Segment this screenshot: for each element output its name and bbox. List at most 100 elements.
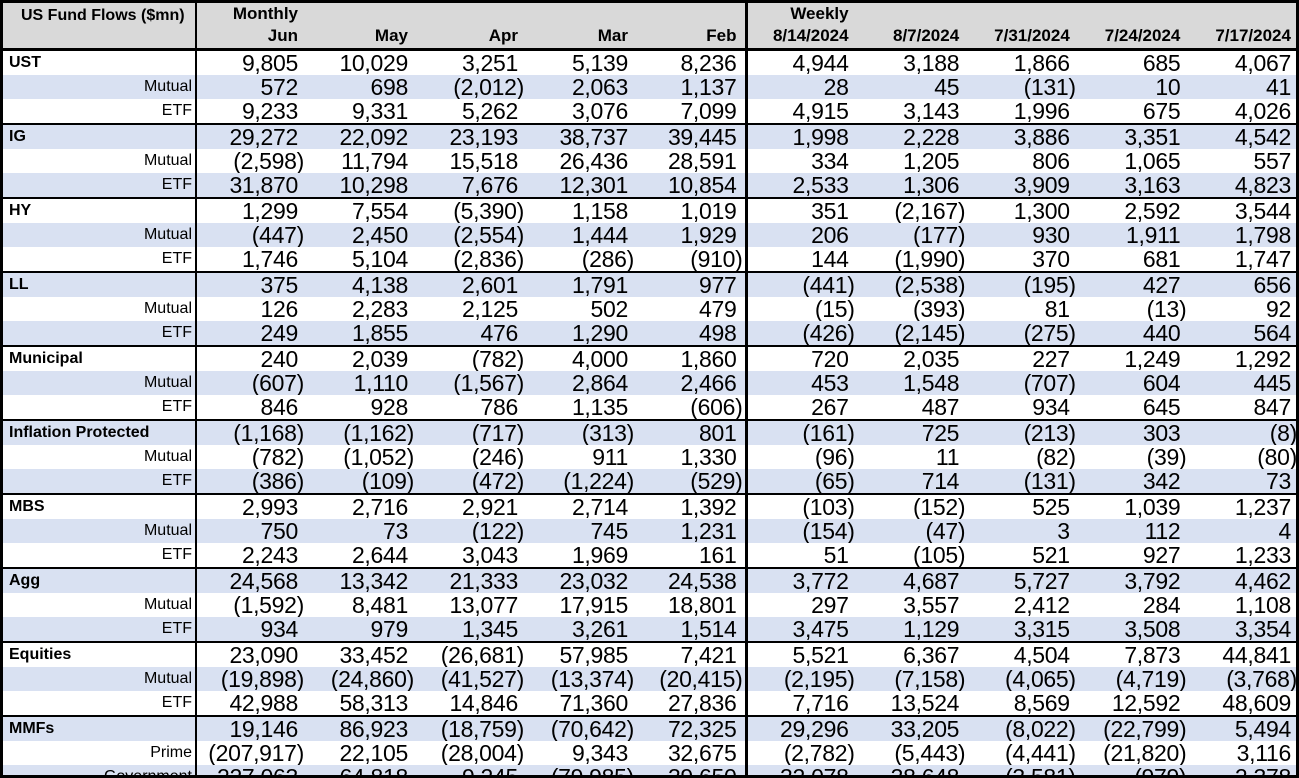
monthly-value-cell: (717): [416, 418, 526, 445]
weekly-value-cell: 227: [967, 344, 1078, 371]
monthly-column-header: Apr: [416, 25, 526, 49]
monthly-value-cell: 2,450: [306, 222, 416, 247]
monthly-value-cell: 12,301: [526, 172, 636, 198]
row-label: ETF: [3, 394, 197, 420]
weekly-value-cell: (177): [856, 222, 968, 247]
category-label: UST: [3, 48, 197, 75]
monthly-value-cell: 9,245: [416, 764, 526, 775]
weekly-value-cell: (161): [744, 418, 857, 445]
weekly-value-cell: 351: [744, 196, 857, 223]
weekly-value-cell: 73: [1188, 468, 1296, 494]
monthly-value-cell: 22,092: [306, 122, 416, 149]
monthly-value-cell: 8,481: [351, 592, 408, 617]
weekly-column-header: 8/7/2024: [856, 25, 968, 49]
monthly-value-cell: 17,915: [559, 592, 628, 617]
sub-row: ETF 934 979 1,345 3,261 1,514 3,475 1,129 3,315 3…: [3, 616, 1296, 642]
monthly-value-cell: 86,923: [306, 714, 416, 741]
weekly-column-header: 7/17/2024: [1188, 25, 1296, 49]
weekly-value-cell: 1,233: [1234, 542, 1291, 568]
monthly-value-cell: 786: [480, 394, 519, 420]
monthly-value-cell: 1,929: [636, 222, 746, 247]
monthly-value-cell: (2,554): [416, 222, 526, 247]
weekly-value-cell: (707): [967, 370, 1078, 395]
weekly-value-cell: 1,205: [903, 148, 960, 173]
category-label: Municipal: [3, 344, 197, 371]
weekly-value-cell: (2,195): [744, 666, 857, 691]
monthly-value-cell: (606): [690, 394, 743, 420]
row-label: Mutual: [3, 148, 197, 173]
weekly-value-cell: 5,494: [1188, 714, 1296, 741]
monthly-value-cell: (782): [416, 344, 526, 371]
monthly-value-cell: 1,158: [526, 196, 636, 223]
weekly-value-cell: (3,581): [967, 764, 1078, 775]
weekly-value-cell: 725: [856, 418, 968, 445]
weekly-value-cell: 3,354: [1188, 616, 1296, 642]
monthly-value-cell: 3,076: [571, 98, 628, 124]
monthly-value-cell: (28,004): [440, 740, 525, 765]
monthly-value-cell: 2,716: [306, 492, 416, 519]
row-label: Mutual: [3, 592, 197, 617]
row-label: Mutual: [3, 518, 197, 543]
monthly-value-cell: 23,193: [416, 122, 526, 149]
sub-row: ETF 249 1,855 476 1,290 498 (426) (2,145) (275) 4…: [3, 320, 1296, 346]
monthly-value-cell: 5,262: [461, 98, 518, 124]
weekly-value-cell: (21,820): [1103, 740, 1187, 765]
monthly-value-cell: 1,969: [571, 542, 628, 568]
row-label: ETF: [3, 468, 197, 494]
monthly-value-cell: 1,019: [636, 196, 746, 223]
monthly-value-cell: (2,012): [416, 74, 526, 99]
monthly-value-cell: (2,598): [195, 148, 306, 173]
monthly-value-cell: 9,805: [195, 48, 306, 75]
weekly-value-cell: 1,866: [967, 48, 1078, 75]
monthly-value-cell: (529): [636, 468, 746, 494]
weekly-value-cell: 1,129: [856, 616, 968, 642]
monthly-value-cell: 3,251: [416, 48, 526, 75]
monthly-value-cell: 979: [306, 616, 416, 642]
sub-row: ETF 2,243 2,644 3,043 1,969 161 51 (105) 521 927 1…: [3, 542, 1296, 568]
category-row: Agg 24,568 13,342 21,333 23,032 24,538 3,772 4,…: [3, 566, 1296, 593]
sub-row: ETF 9,233 9,331 5,262 3,076 7,099 4,915 3,143 1,…: [3, 98, 1296, 124]
monthly-value-cell: 72,325: [636, 714, 746, 741]
data-table: US Fund Flows ($mn) Monthly Weekly Jun Ma…: [3, 3, 1296, 775]
monthly-value-cell: 23,032: [526, 566, 636, 593]
weekly-value-cell: 4,026: [1234, 98, 1291, 124]
monthly-value-cell: 502: [590, 296, 629, 321]
category-row: MMFs 19,146 86,923 (18,759) (70,642) 72,325 29…: [3, 714, 1296, 741]
weekly-value-cell: 2,378: [1188, 764, 1296, 775]
weekly-value-cell: (195): [967, 270, 1078, 297]
monthly-value-cell: (70,642): [526, 714, 636, 741]
weekly-value-cell: 1,249: [1077, 344, 1189, 371]
category-row: LL 375 4,138 2,601 1,791 977 (441) (2,538) (195)…: [3, 270, 1296, 297]
weekly-value-cell: 2,592: [1077, 196, 1189, 223]
monthly-value-cell: 32,675: [667, 740, 737, 765]
weekly-value-cell: 1,548: [856, 370, 968, 395]
monthly-value-cell: 4,000: [526, 344, 636, 371]
monthly-value-cell: 31,870: [195, 172, 306, 198]
monthly-value-cell: 2,644: [351, 542, 408, 568]
weekly-value-cell: 3,772: [744, 566, 857, 593]
monthly-value-cell: (286): [581, 246, 635, 272]
monthly-value-cell: 7,099: [680, 98, 737, 124]
header-spacer: [306, 3, 746, 25]
weekly-value-cell: 3,143: [903, 98, 960, 124]
weekly-value-cell: (65): [744, 468, 857, 494]
row-label: Mutual: [3, 74, 197, 99]
row-label: ETF: [3, 542, 197, 568]
weekly-value-cell: 342: [1077, 468, 1189, 494]
monthly-value-cell: 10,298: [306, 172, 416, 198]
weekly-value-cell: 92: [1265, 296, 1291, 321]
category-row: Equities 23,090 33,452 (26,681) 57,985 7,421 5…: [3, 640, 1296, 667]
monthly-value-cell: (109): [306, 468, 416, 494]
monthly-value-cell: 2,714: [526, 492, 636, 519]
category-label: HY: [3, 196, 197, 223]
sub-row: Mutual 572 698 (2,012) 2,063 1,137 28 45 (131) 10…: [3, 74, 1296, 99]
monthly-value-cell: 38,737: [526, 122, 636, 149]
monthly-value-cell: (386): [195, 468, 306, 494]
monthly-value-cell: (1,592): [195, 592, 306, 617]
weekly-value-cell: (131): [967, 74, 1078, 99]
weekly-value-cell: 806: [1032, 148, 1070, 173]
weekly-value-cell: 4,462: [1188, 566, 1296, 593]
weekly-value-cell: 29,296: [744, 714, 857, 741]
monthly-value-cell: 5,104: [351, 246, 408, 272]
category-row: Municipal 240 2,039 (782) 4,000 1,860 720 2,035…: [3, 344, 1296, 371]
